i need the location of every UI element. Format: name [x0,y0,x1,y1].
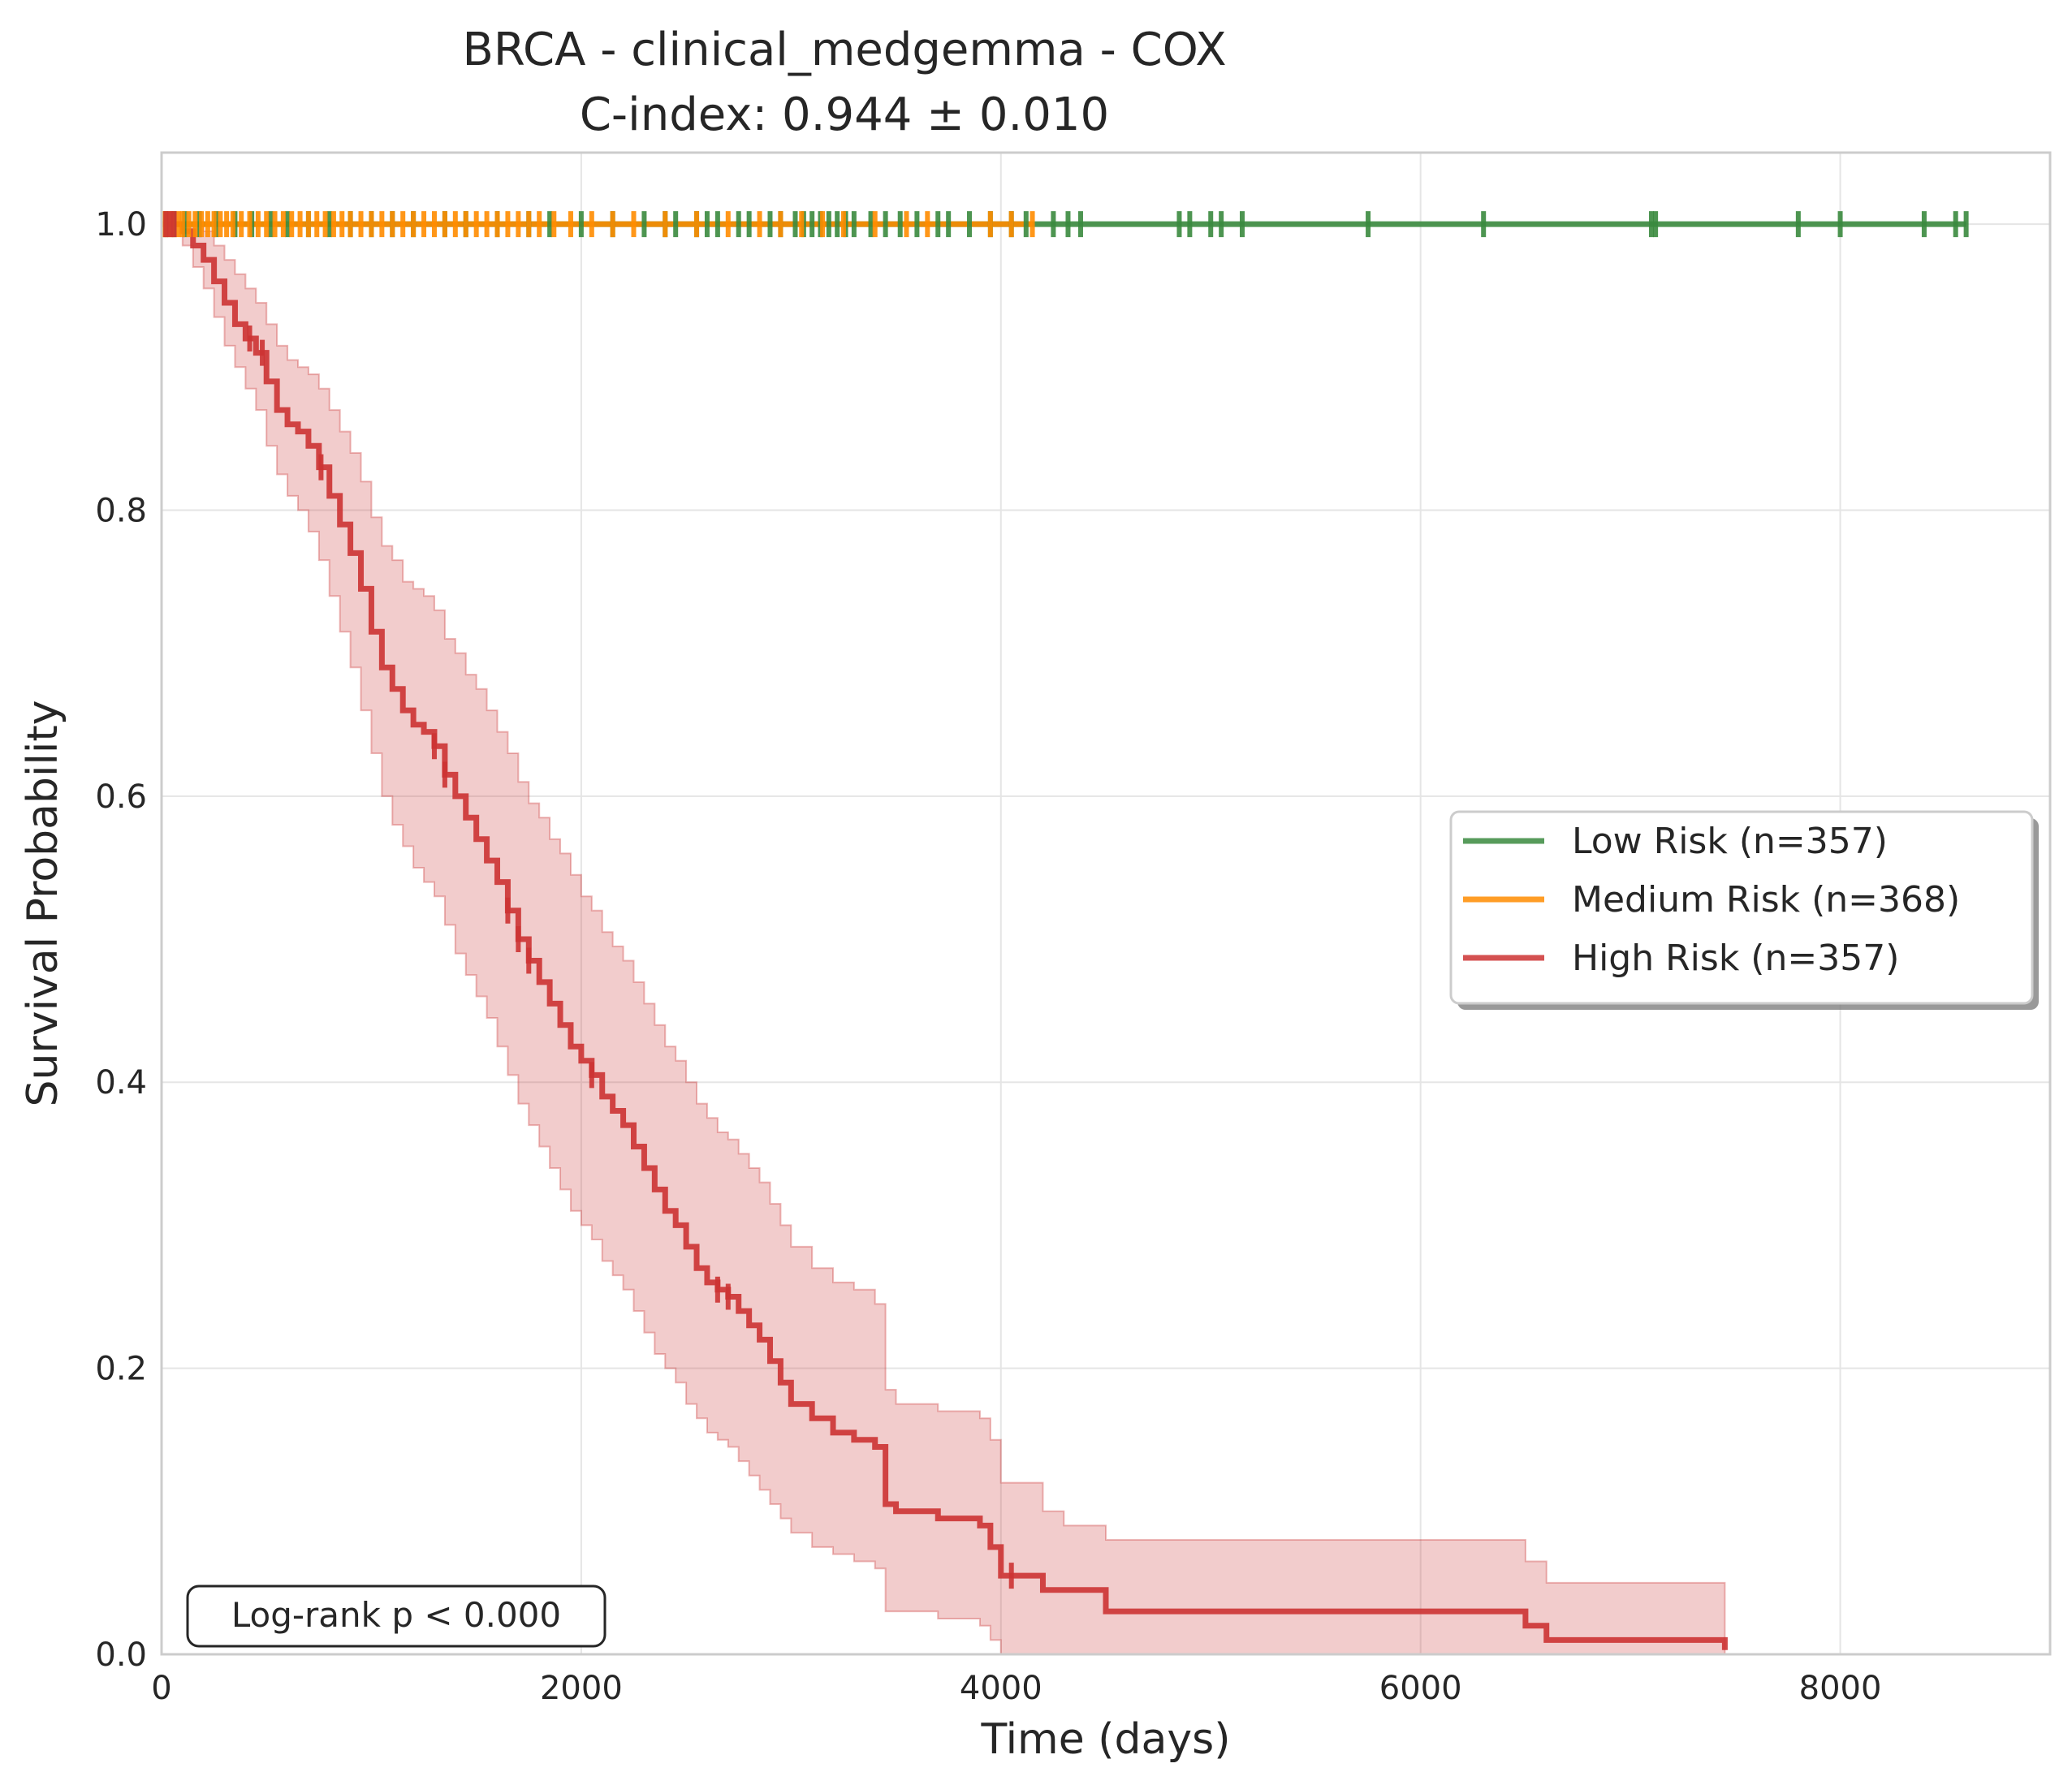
low-risk-legend-label: Low Risk (n=357) [1572,821,1888,862]
high-risk-ci-band [162,223,1726,1655]
x-axis-ticks: 0 2000 4000 6000 8000 [151,1670,1881,1707]
high-risk-legend-label: High Risk (n=357) [1572,938,1899,979]
confidence-bands [162,223,1726,1655]
y-tick-label: 0.8 [95,492,147,529]
legend-box [1449,810,2034,1005]
x-axis-label: Time (days) [980,1715,1230,1764]
y-axis-label: Survival Probability [19,700,67,1106]
x-tick-label: 6000 [1379,1670,1462,1707]
x-tick-label: 4000 [960,1670,1042,1707]
y-axis-ticks: 0.0 0.2 0.4 0.6 0.8 1.0 [95,206,147,1674]
logrank-annotation: Log-rank p < 0.000 [186,1585,606,1648]
medium-risk-legend-label: Medium Risk (n=368) [1572,879,1960,921]
x-tick-label: 0 [151,1670,171,1707]
legend: Low Risk (n=357) Medium Risk (n=368) High … [1449,810,2039,1010]
chart-title: BRCA - clinical_medgemma - COX [462,24,1226,76]
y-tick-label: 0.6 [95,778,147,816]
plot-frame [160,151,2052,1656]
censor-marks [161,211,1969,1589]
annotation-box [186,1585,606,1648]
high-risk-curve [162,221,1728,1650]
y-tick-label: 0.2 [95,1351,147,1388]
chart-subtitle: C-index: 0.944 ± 0.010 [580,88,1109,141]
y-tick-label: 0.4 [95,1064,147,1102]
annotation-text: Log-rank p < 0.000 [231,1595,561,1635]
x-tick-label: 2000 [540,1670,623,1707]
y-tick-label: 0.0 [95,1636,147,1674]
x-tick-label: 8000 [1799,1670,1882,1707]
y-tick-label: 1.0 [95,206,147,244]
